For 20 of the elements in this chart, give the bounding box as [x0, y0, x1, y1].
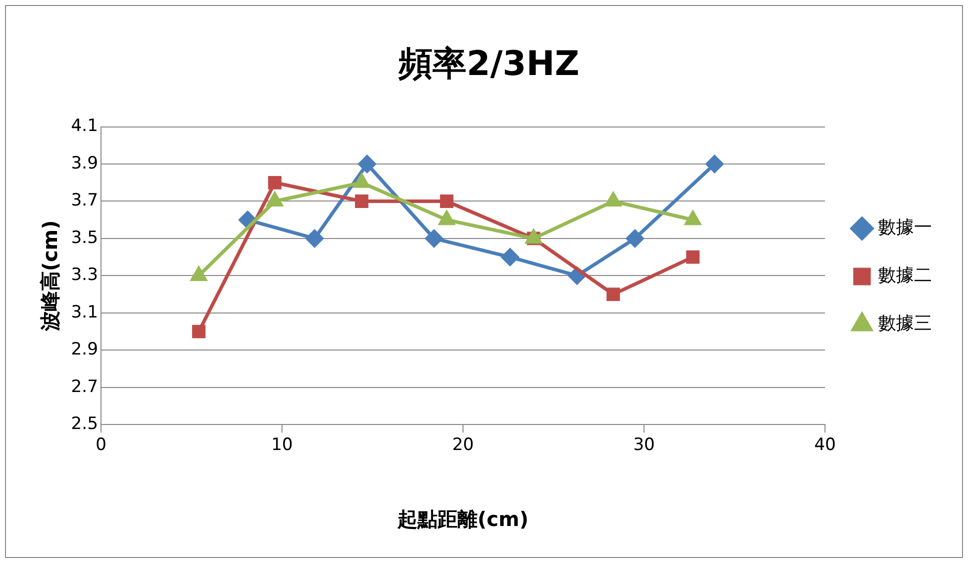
chart-title: 頻率2/3HZ — [398, 44, 580, 84]
legend-label: 數據一 — [878, 217, 932, 238]
y-tick-label: 3.1 — [70, 302, 98, 322]
y-tick-label: 3.3 — [70, 265, 98, 286]
x-tick-label: 40 — [814, 435, 836, 456]
legend-label: 數據三 — [878, 313, 932, 334]
y-tick-label: 2.5 — [70, 414, 98, 434]
y-tick-label: 3.5 — [70, 228, 98, 248]
y-tick-label: 4.1 — [70, 116, 98, 136]
y-tick-label: 3.7 — [70, 190, 98, 211]
x-tick-label: 20 — [452, 435, 474, 456]
y-tick-label: 2.7 — [70, 376, 98, 397]
x-tick-label: 30 — [633, 435, 655, 456]
x-tick-label: 10 — [271, 435, 293, 456]
legend-label: 數據二 — [878, 265, 932, 286]
y-tick-label: 2.9 — [70, 340, 98, 360]
x-axis-title: 起點距離(cm) — [396, 507, 529, 532]
x-tick-label: 0 — [96, 435, 106, 456]
y-tick-label: 3.9 — [70, 153, 98, 174]
y-axis-title: 波峰高(cm) — [38, 220, 62, 332]
